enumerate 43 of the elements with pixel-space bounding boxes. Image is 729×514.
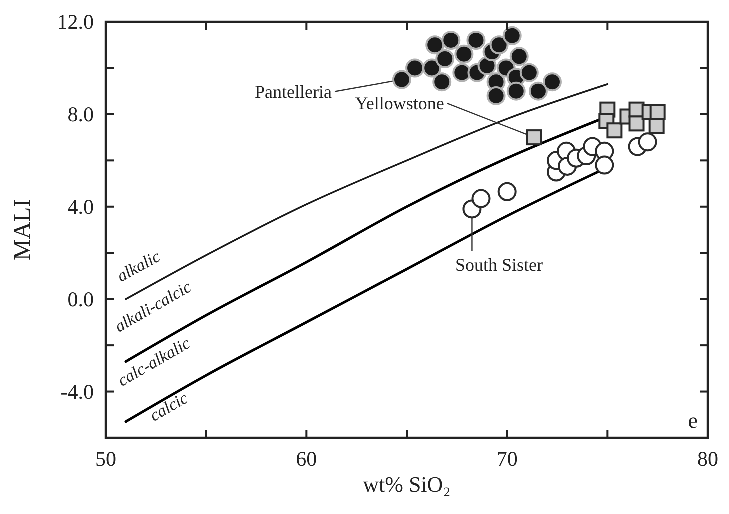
y-axis-title: MALI: [10, 199, 36, 261]
point: [542, 72, 562, 92]
point: [506, 82, 526, 101]
point: [650, 104, 666, 120]
x-tick-label: 60: [296, 447, 318, 471]
annotation: alkalic: [114, 246, 164, 286]
y-tick-label: -4.0: [60, 380, 94, 404]
text: Yellowstone: [355, 94, 444, 114]
x-axis-title: wt% SiO₂: [363, 472, 451, 497]
point: [442, 30, 461, 50]
annotation: e: [688, 408, 698, 433]
point: [454, 44, 474, 64]
point: [528, 82, 548, 101]
point: [490, 36, 509, 55]
point: [595, 156, 614, 175]
point: [498, 182, 517, 202]
point: [520, 63, 539, 82]
point: [436, 49, 455, 68]
point: [606, 122, 623, 139]
point: [502, 26, 522, 46]
point: [452, 63, 472, 82]
text: Pantelleria: [255, 82, 332, 102]
point: [426, 36, 445, 55]
point: [510, 47, 529, 66]
point: [432, 72, 452, 92]
point: [638, 132, 658, 152]
y-tick-label: 4.0: [68, 194, 94, 219]
point: [472, 189, 491, 208]
point: [466, 30, 486, 50]
point: [392, 70, 412, 90]
point: [628, 116, 645, 132]
x-tick-label: 70: [496, 447, 518, 471]
point: [526, 130, 542, 146]
x-tick-label: 80: [698, 447, 718, 471]
y-tick-label: 12.0: [57, 10, 94, 34]
point: [422, 58, 442, 78]
x-tick-label: 50: [96, 447, 116, 471]
legend-label: South Sister: [455, 255, 543, 276]
y-tick-label: 8.0: [68, 102, 94, 126]
point: [486, 86, 506, 106]
y-tick-label: 0.0: [68, 287, 94, 312]
point: [406, 58, 425, 78]
annotation: calcic: [146, 388, 192, 426]
